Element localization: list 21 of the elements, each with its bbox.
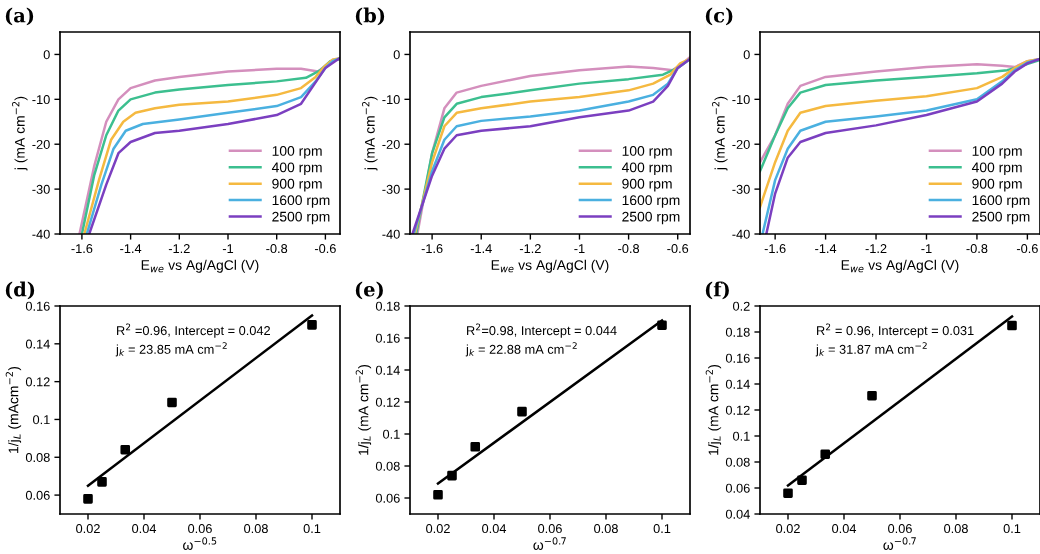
point [167,397,177,408]
chart-title: (f) [705,281,729,300]
point [97,477,107,487]
point [447,470,457,481]
chart-title: (c) [705,7,733,26]
chart-title: (d) [5,281,35,300]
chart-title: (e) [355,281,383,300]
point [867,390,877,401]
point [120,444,131,455]
point [433,490,443,500]
point [797,475,807,485]
chart-title: (b) [355,7,385,26]
point [307,320,317,330]
point [657,320,667,330]
point [470,442,481,452]
point [517,406,527,417]
point [783,488,793,498]
point [1007,320,1017,331]
chart-title: (a) [5,7,34,26]
point [820,449,831,459]
point [83,494,93,504]
